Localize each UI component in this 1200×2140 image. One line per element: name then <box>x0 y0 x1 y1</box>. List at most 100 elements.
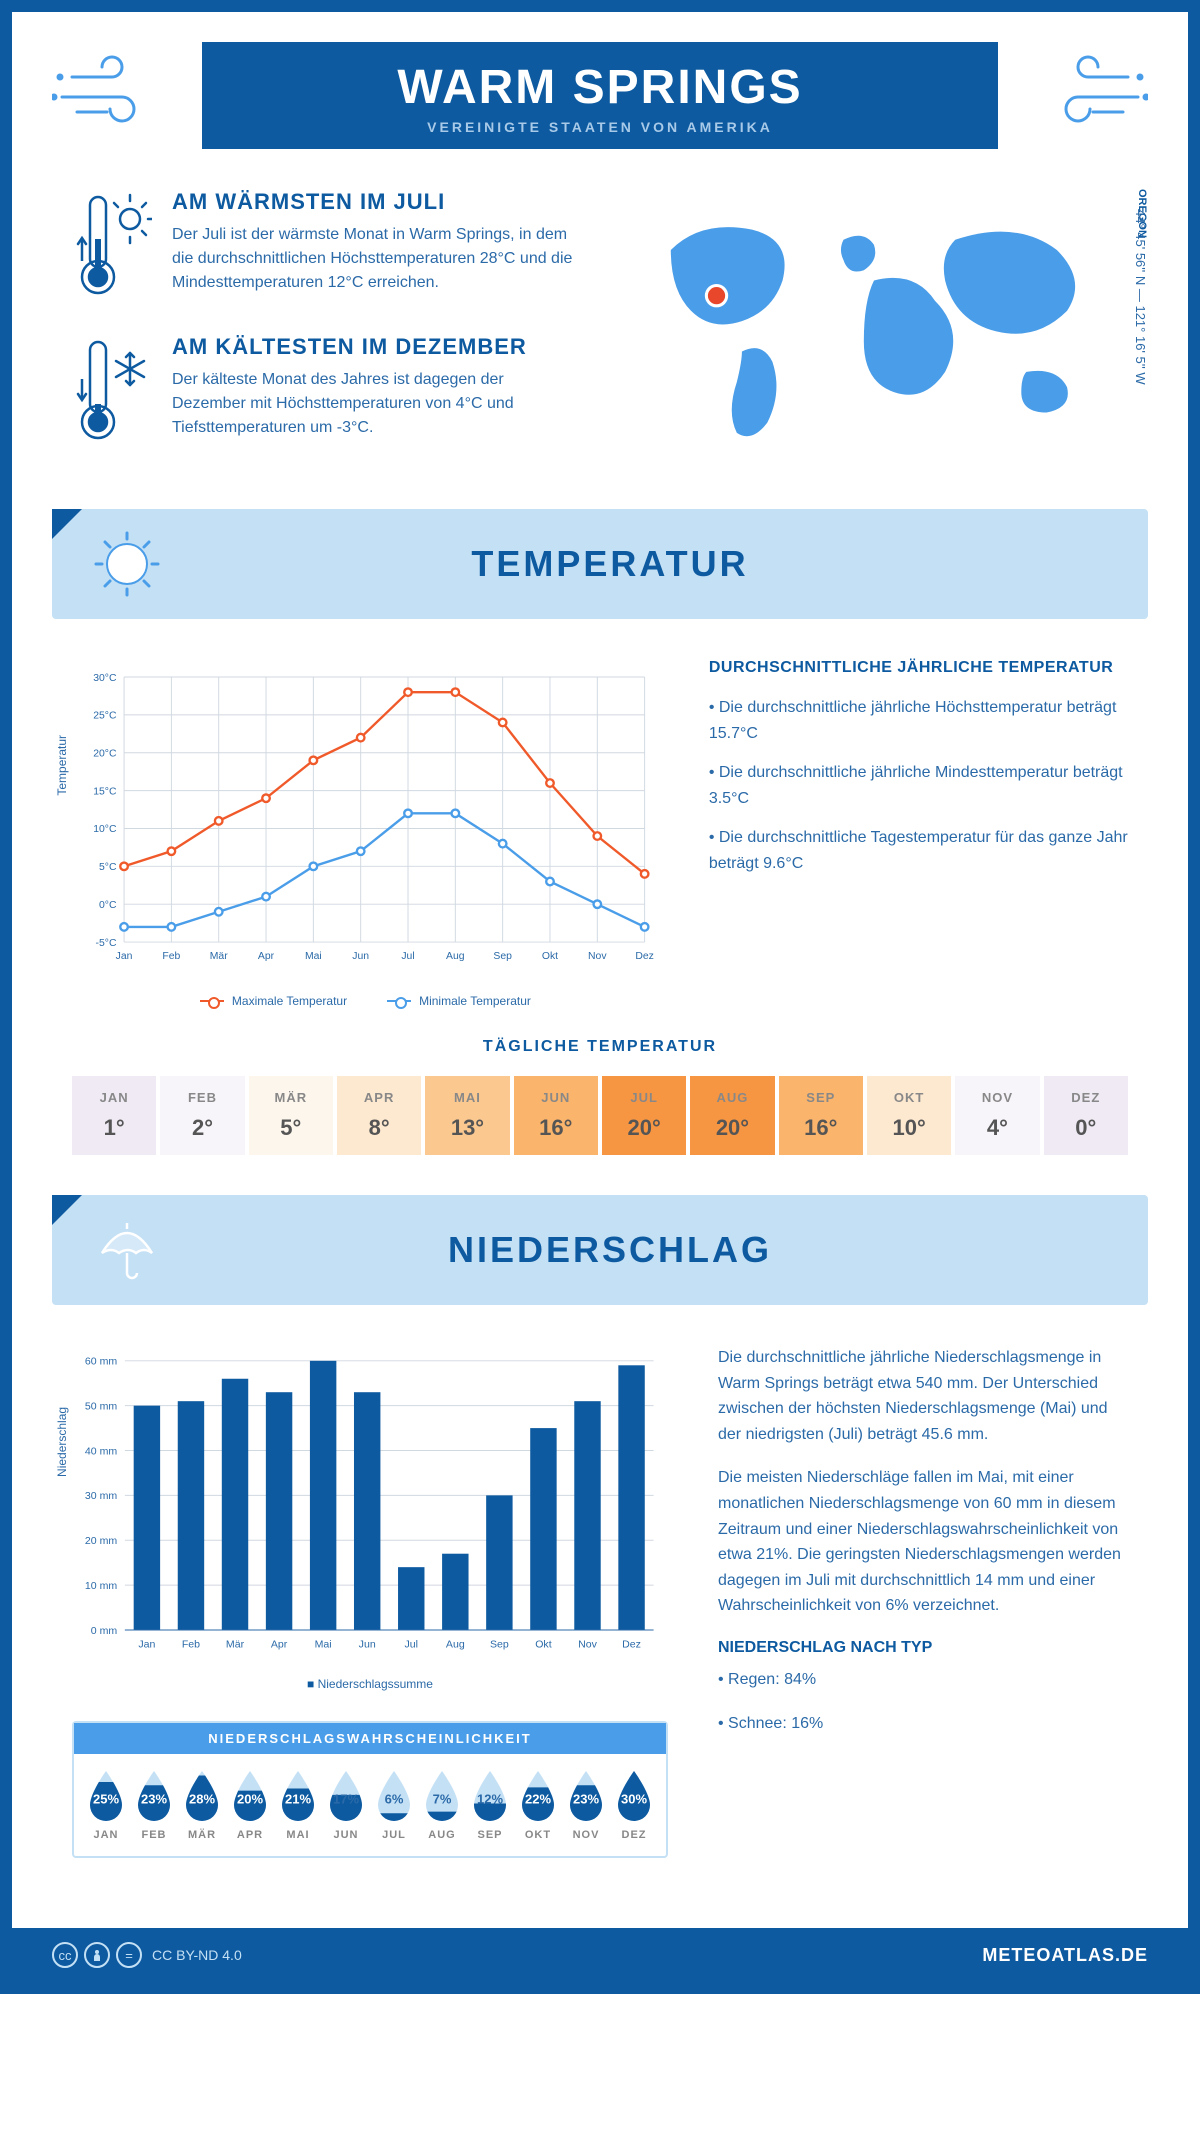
daily-temp-cell: MÄR5° <box>249 1076 333 1155</box>
precip-bytype-title: NIEDERSCHLAG NACH TYP <box>718 1639 1128 1657</box>
daily-month: OKT <box>871 1090 947 1105</box>
probability-cell: 28% MÄR <box>180 1769 224 1841</box>
probability-cell: 23% FEB <box>132 1769 176 1841</box>
daily-temp-cell: JUL20° <box>602 1076 686 1155</box>
daily-temp-cell: OKT 10° <box>867 1076 951 1155</box>
footer-left: cc = CC BY-ND 4.0 <box>52 1942 242 1968</box>
precipitation-section-header: NIEDERSCHLAG <box>52 1195 1148 1305</box>
svg-text:60 mm: 60 mm <box>85 1356 117 1368</box>
raindrop-icon: 21% <box>276 1769 320 1823</box>
corner-decoration <box>52 509 82 539</box>
thermometer-cold-icon <box>72 334 152 449</box>
wind-icon-right <box>1038 52 1148 137</box>
warmest-title: AM WÄRMSTEN IM JULI <box>172 189 580 215</box>
raindrop-icon: 28% <box>180 1769 224 1823</box>
annual-title: DURCHSCHNITTLICHE JÄHRLICHE TEMPERATUR <box>709 659 1128 677</box>
daily-value: 0° <box>1048 1115 1124 1141</box>
probability-value: 20% <box>237 1791 263 1806</box>
page-subtitle: VEREINIGTE STAATEN VON AMERIKA <box>232 119 968 135</box>
probability-month: DEZ <box>612 1829 656 1841</box>
probability-month: SEP <box>468 1829 512 1841</box>
probability-section: NIEDERSCHLAGSWAHRSCHEINLICHKEIT 25% JAN … <box>72 1721 668 1858</box>
bytype-item: • Regen: 84% <box>718 1667 1128 1693</box>
svg-text:Feb: Feb <box>162 951 180 962</box>
svg-text:Aug: Aug <box>446 951 465 962</box>
svg-text:Nov: Nov <box>588 951 607 962</box>
svg-text:Jan: Jan <box>116 951 133 962</box>
precip-right: Die durchschnittliche jährliche Niedersc… <box>718 1345 1128 1858</box>
raindrop-icon: 20% <box>228 1769 272 1823</box>
svg-text:Mär: Mär <box>210 951 228 962</box>
footer: cc = CC BY-ND 4.0 METEOATLAS.DE <box>12 1928 1188 1982</box>
coldest-block: AM KÄLTESTEN IM DEZEMBER Der kälteste Mo… <box>72 334 580 449</box>
precip-left: Niederschlag 0 mm10 mm20 mm30 mm40 mm50 … <box>72 1345 668 1858</box>
temperature-line-chart: Temperatur -5°C0°C5°C10°C15°C20°C25°C30°… <box>72 659 659 979</box>
svg-text:Mai: Mai <box>305 951 322 962</box>
probability-value: 7% <box>433 1791 452 1806</box>
annual-bullet: • Die durchschnittliche Tagestemperatur … <box>709 825 1128 876</box>
intro-right: OREGON 44° 45' 56'' N — 121° 16' 5'' W <box>620 189 1128 479</box>
precip-paragraph: Die durchschnittliche jährliche Niedersc… <box>718 1345 1128 1447</box>
daily-month: APR <box>341 1090 417 1105</box>
svg-text:5°C: 5°C <box>99 862 117 873</box>
svg-text:Mai: Mai <box>315 1638 332 1650</box>
daily-value: 10° <box>871 1115 947 1141</box>
probability-month: MAI <box>276 1829 320 1841</box>
legend-max: Maximale Temperatur <box>200 994 347 1008</box>
svg-text:Dez: Dez <box>635 951 654 962</box>
legend-min: Minimale Temperatur <box>387 994 531 1008</box>
probability-month: JAN <box>84 1829 128 1841</box>
probability-month: JUL <box>372 1829 416 1841</box>
probability-month: OKT <box>516 1829 560 1841</box>
precip-chart-ylabel: Niederschlag <box>55 1407 69 1477</box>
precip-legend: Niederschlagssumme <box>72 1677 668 1691</box>
annual-bullet: • Die durchschnittliche jährliche Höchst… <box>709 695 1128 746</box>
annual-bullet: • Die durchschnittliche jährliche Mindes… <box>709 760 1128 811</box>
page-container: WARM SPRINGS VEREINIGTE STAATEN VON AMER… <box>0 0 1200 1994</box>
daily-temp-cell: SEP16° <box>779 1076 863 1155</box>
precipitation-title: NIEDERSCHLAG <box>192 1229 1028 1271</box>
svg-text:0°C: 0°C <box>99 900 117 911</box>
cc-icons: cc = <box>52 1942 142 1968</box>
svg-text:20 mm: 20 mm <box>85 1535 117 1547</box>
precip-legend-label: Niederschlagssumme <box>307 1677 433 1691</box>
probability-cell: 22% OKT <box>516 1769 560 1841</box>
probability-value: 30% <box>621 1791 647 1806</box>
header: WARM SPRINGS VEREINIGTE STAATEN VON AMER… <box>12 12 1188 169</box>
raindrop-icon: 12% <box>468 1769 512 1823</box>
legend-max-label: Maximale Temperatur <box>232 994 347 1008</box>
temperature-legend: Maximale Temperatur Minimale Temperatur <box>72 994 659 1008</box>
probability-month: MÄR <box>180 1829 224 1841</box>
daily-value: 13° <box>429 1115 505 1141</box>
bytype-item: • Schnee: 16% <box>718 1711 1128 1737</box>
world-map <box>620 189 1128 469</box>
warmest-block: AM WÄRMSTEN IM JULI Der Juli ist der wär… <box>72 189 580 304</box>
probability-cell: 25% JAN <box>84 1769 128 1841</box>
probability-value: 22% <box>525 1791 551 1806</box>
probability-value: 21% <box>285 1791 311 1806</box>
raindrop-icon: 30% <box>612 1769 656 1823</box>
raindrop-icon: 25% <box>84 1769 128 1823</box>
svg-text:25°C: 25°C <box>93 711 117 722</box>
svg-text:50 mm: 50 mm <box>85 1401 117 1413</box>
probability-value: 25% <box>93 1791 119 1806</box>
daily-month: DEZ <box>1048 1090 1124 1105</box>
wind-icon-left <box>52 52 162 137</box>
svg-text:Mär: Mär <box>226 1638 245 1650</box>
cc-by-icon <box>84 1942 110 1968</box>
daily-value: 5° <box>253 1115 329 1141</box>
precipitation-content: Niederschlag 0 mm10 mm20 mm30 mm40 mm50 … <box>12 1305 1188 1888</box>
daily-temp-cell: JUN16° <box>514 1076 598 1155</box>
svg-text:Jul: Jul <box>404 1638 418 1650</box>
license-text: CC BY-ND 4.0 <box>152 1947 242 1963</box>
temperature-section-header: TEMPERATUR <box>52 509 1148 619</box>
daily-temp-cell: JAN1° <box>72 1076 156 1155</box>
legend-min-label: Minimale Temperatur <box>419 994 531 1008</box>
coldest-text: AM KÄLTESTEN IM DEZEMBER Der kälteste Mo… <box>172 334 580 449</box>
svg-text:Nov: Nov <box>578 1638 598 1650</box>
svg-text:Jun: Jun <box>359 1638 376 1650</box>
svg-text:20°C: 20°C <box>93 749 117 760</box>
daily-month: FEB <box>164 1090 240 1105</box>
probability-cell: 23% NOV <box>564 1769 608 1841</box>
intro-left: AM WÄRMSTEN IM JULI Der Juli ist der wär… <box>72 189 580 479</box>
